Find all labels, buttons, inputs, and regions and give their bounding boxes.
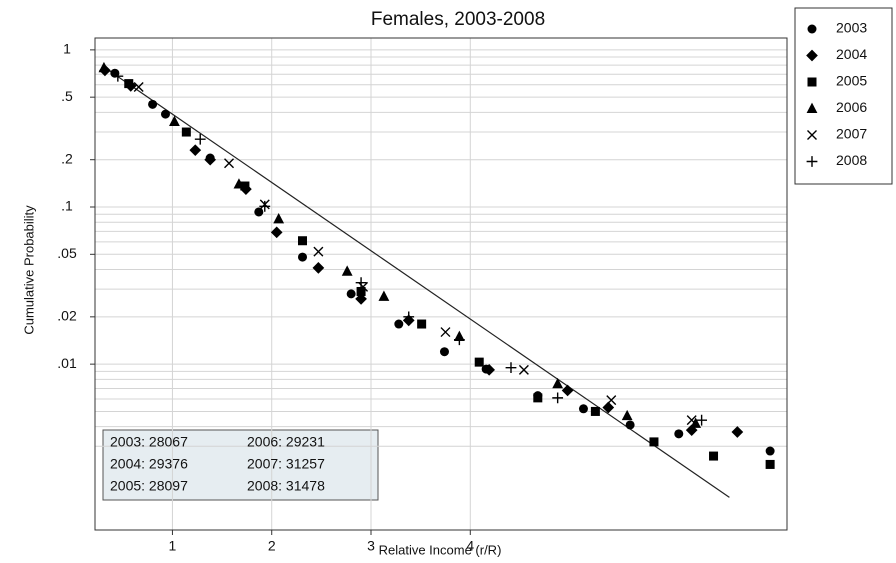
data-point [649, 437, 659, 447]
legend-marker [807, 77, 817, 87]
chart-title: Females, 2003-2008 [371, 9, 545, 30]
annotation: 2008: 31478 [247, 478, 325, 494]
data-point [403, 311, 415, 323]
data-point [312, 262, 325, 274]
data-point [690, 417, 702, 428]
y-tick-label: .01 [57, 355, 77, 371]
data-point [270, 226, 283, 239]
y-tick-label: .05 [57, 245, 77, 261]
data-point [254, 207, 264, 217]
data-point [240, 181, 250, 191]
data-point [378, 290, 390, 301]
fit-line [104, 67, 730, 498]
data-point [112, 70, 124, 82]
data-point [160, 109, 170, 119]
y-tick-label: .5 [61, 88, 73, 104]
data-point [148, 99, 158, 109]
legend-label: 2004 [836, 46, 867, 62]
data-point [204, 153, 217, 166]
annotation: 2005: 28097 [110, 478, 188, 494]
y-tick-label: .2 [61, 150, 73, 166]
legend-label: 2008 [836, 152, 867, 168]
data-point [313, 246, 324, 257]
legend-marker [806, 49, 818, 62]
data-point [674, 429, 684, 439]
data-point [341, 265, 353, 276]
legend-label: 2003 [836, 20, 867, 36]
data-point [194, 133, 206, 145]
data-point [355, 277, 367, 289]
data-point [394, 319, 404, 329]
data-point [356, 286, 366, 296]
data-point [602, 401, 615, 414]
data-point [124, 79, 134, 89]
data-point [189, 144, 202, 157]
data-point [358, 281, 369, 292]
annotation: 2004: 29376 [110, 456, 188, 472]
data-point [731, 426, 744, 438]
annotation: 2003: 28067 [110, 434, 188, 450]
legend-marker [806, 156, 818, 167]
data-point [98, 61, 110, 73]
data-point [533, 393, 543, 403]
annotation: 2006: 29231 [247, 434, 325, 450]
legend-label: 2007 [836, 126, 867, 142]
data-point [625, 420, 635, 430]
x-tick-label: 4 [466, 538, 474, 554]
x-tick-label: 3 [367, 538, 375, 554]
legend-marker [806, 102, 818, 113]
data-point [417, 319, 427, 329]
x-tick-label: 2 [268, 538, 276, 554]
data-point [578, 404, 588, 414]
plot-frame [94, 37, 788, 531]
data-point [483, 363, 496, 376]
data-point [621, 409, 633, 421]
y-tick-label: .1 [61, 198, 73, 214]
data-point [552, 392, 564, 404]
data-point [259, 200, 271, 212]
data-point [169, 115, 180, 127]
data-point [298, 236, 308, 246]
data-point [765, 459, 775, 469]
annotation: 2007: 31257 [247, 456, 325, 472]
data-point [709, 451, 719, 461]
data-point [453, 334, 465, 346]
x-axis-label: Relative Income (r/R) [379, 542, 502, 557]
data-point [440, 327, 451, 338]
data-point [133, 82, 144, 93]
annotation-box [102, 429, 379, 501]
data-point [181, 127, 191, 137]
data-point [224, 158, 235, 169]
data-point [474, 357, 484, 367]
data-point [505, 362, 517, 374]
legend-marker [807, 24, 817, 34]
legend-label: 2006 [836, 99, 867, 115]
data-point [355, 293, 367, 305]
data-point [561, 384, 574, 397]
data-point [346, 289, 356, 299]
data-point [273, 213, 285, 224]
data-point [606, 395, 617, 406]
y-tick-label: 1 [63, 41, 71, 57]
data-point [590, 406, 600, 416]
y-axis-label: Cumulative Probability [21, 205, 36, 335]
data-point [298, 252, 308, 262]
data-point [518, 364, 529, 375]
data-point [439, 347, 449, 357]
legend-label: 2005 [836, 73, 867, 89]
data-point [765, 446, 775, 456]
data-point [686, 415, 697, 426]
x-tick-label: 1 [169, 538, 177, 554]
legend-marker [807, 130, 817, 140]
data-point [552, 377, 564, 389]
y-tick-label: .02 [57, 308, 77, 324]
data-point [233, 178, 245, 189]
legend-box [794, 7, 893, 185]
data-point [696, 414, 708, 426]
